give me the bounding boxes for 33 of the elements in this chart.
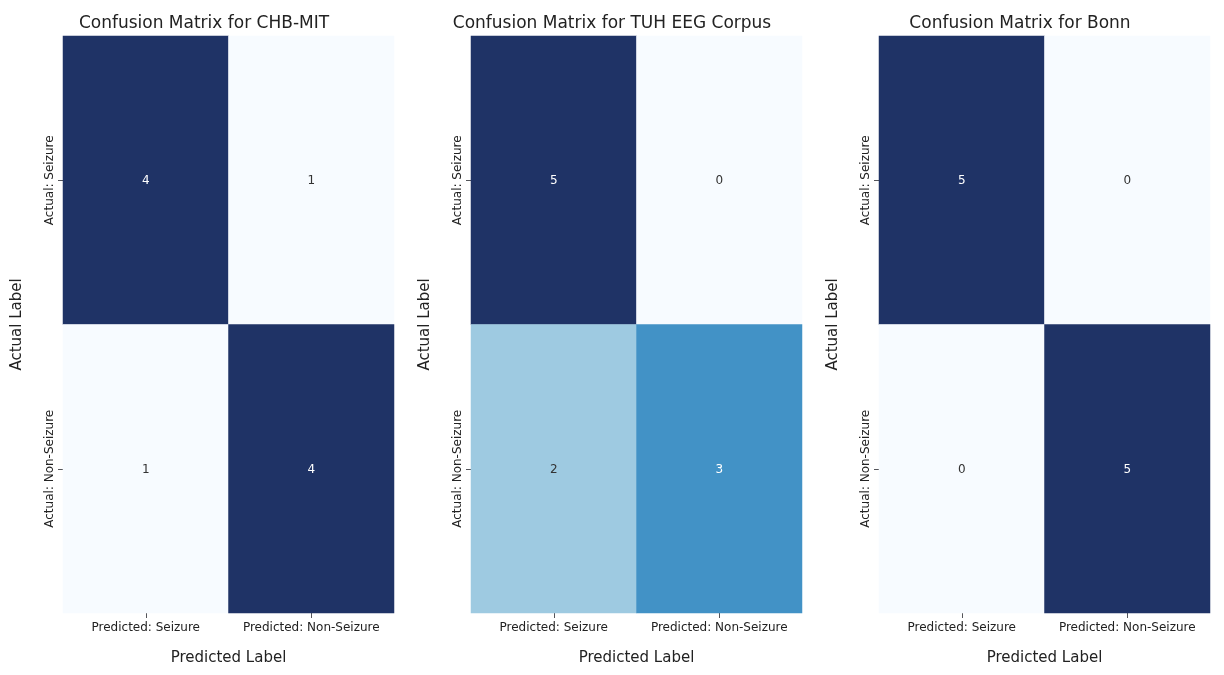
data-label: 3 [715,461,724,476]
x-tick-label: Predicted: Seizure [91,620,200,634]
data-label: 5 [549,173,558,188]
y-tick-label: Actual: Non-Seizure [858,409,872,528]
chart-title: Confusion Matrix for TUH EEG Corpus [452,11,772,32]
x-tick-label: Predicted: Non-Seizure [1058,620,1196,634]
y-tick-label: Actual: Non-Seizure [450,409,464,528]
y-axis-title: Actual Label [822,278,841,371]
data-label: 0 [715,173,724,188]
y-tick-label: Actual: Seizure [450,135,464,226]
x-tick-label: Predicted: Non-Seizure [650,620,788,634]
y-axis-title: Actual Label [414,278,433,371]
y-tick-label: Actual: Seizure [858,135,872,226]
y-tick-label: Actual: Seizure [42,135,56,226]
data-label: 5 [1123,461,1132,476]
data-label: 4 [307,461,316,476]
data-label: 5 [957,173,966,188]
x-tick-label: Predicted: Seizure [907,620,1016,634]
y-axis-title: Actual Label [6,278,25,371]
x-tick-label: Predicted: Non-Seizure [242,620,380,634]
x-axis-title: Predicted Label [170,647,287,666]
data-label: 1 [307,173,316,188]
data-label: 4 [141,173,150,188]
y-tick-label: Actual: Non-Seizure [42,409,56,528]
data-label: 0 [1123,173,1132,188]
data-label: 2 [549,461,558,476]
data-label: 0 [957,461,966,476]
x-tick-label: Predicted: Seizure [499,620,608,634]
chart-title: Confusion Matrix for CHB-MIT [78,11,330,32]
data-label: 1 [141,461,150,476]
x-axis-title: Predicted Label [578,647,695,666]
chart-title: Confusion Matrix for Bonn [909,11,1131,32]
x-axis-title: Predicted Label [986,647,1103,666]
